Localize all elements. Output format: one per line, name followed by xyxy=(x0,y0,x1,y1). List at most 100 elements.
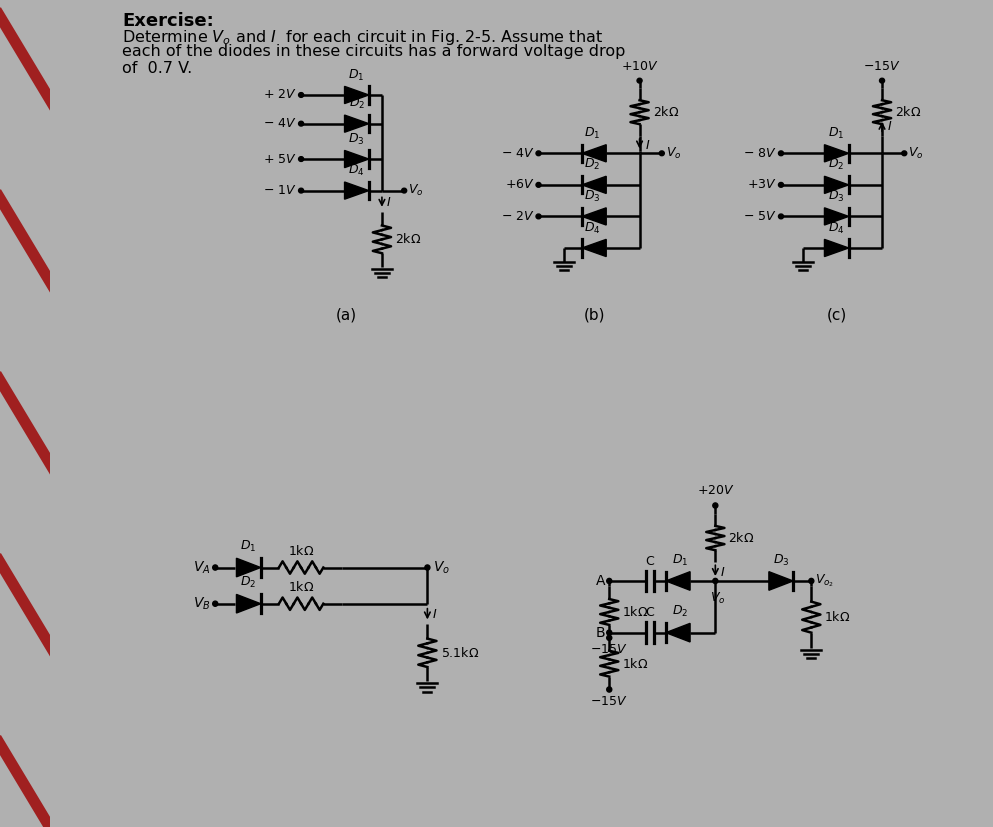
Circle shape xyxy=(299,156,304,161)
Text: 2k$\Omega$: 2k$\Omega$ xyxy=(395,232,421,246)
Text: $D_4$: $D_4$ xyxy=(828,221,845,236)
Text: 1k$\Omega$: 1k$\Omega$ xyxy=(288,544,314,558)
Text: $-$15$V$: $-$15$V$ xyxy=(863,60,901,73)
Text: (c): (c) xyxy=(826,308,847,323)
Circle shape xyxy=(638,79,642,83)
Text: $D_1$: $D_1$ xyxy=(584,126,600,141)
Text: $I$: $I$ xyxy=(386,195,391,208)
Circle shape xyxy=(779,214,783,219)
Polygon shape xyxy=(824,145,849,162)
Circle shape xyxy=(808,578,814,584)
Text: $D_3$: $D_3$ xyxy=(773,552,789,567)
Polygon shape xyxy=(582,145,606,162)
Polygon shape xyxy=(236,595,261,613)
Text: $D_1$: $D_1$ xyxy=(828,126,845,141)
Circle shape xyxy=(880,79,885,83)
Text: 2k$\Omega$: 2k$\Omega$ xyxy=(652,105,679,119)
Polygon shape xyxy=(824,239,849,256)
Text: $-$ 8$V$: $-$ 8$V$ xyxy=(744,147,777,160)
Text: 2k$\Omega$: 2k$\Omega$ xyxy=(729,531,755,545)
Text: Determine $V_o$ and $I$  for each circuit in Fig. 2-5. Assume that: Determine $V_o$ and $I$ for each circuit… xyxy=(122,28,604,47)
Text: Exercise:: Exercise: xyxy=(122,12,214,30)
Circle shape xyxy=(401,189,407,193)
Circle shape xyxy=(213,601,217,606)
Text: $V_o$: $V_o$ xyxy=(408,183,424,198)
Circle shape xyxy=(425,565,430,570)
Polygon shape xyxy=(824,208,849,225)
Text: $-$15$V$: $-$15$V$ xyxy=(591,695,629,708)
Text: C: C xyxy=(645,555,654,567)
Text: $I$: $I$ xyxy=(887,120,893,133)
Text: $I$: $I$ xyxy=(432,608,438,620)
Text: $V_o$: $V_o$ xyxy=(434,559,451,576)
Text: $D_2$: $D_2$ xyxy=(240,575,256,590)
Circle shape xyxy=(299,189,304,193)
Text: $D_1$: $D_1$ xyxy=(349,68,364,83)
Polygon shape xyxy=(345,182,368,199)
Text: $D_2$: $D_2$ xyxy=(349,96,364,111)
Text: of  0.7 V.: of 0.7 V. xyxy=(122,60,193,75)
Circle shape xyxy=(779,151,783,155)
Circle shape xyxy=(713,578,718,584)
Text: $-$15$V$: $-$15$V$ xyxy=(591,643,629,656)
Text: 1k$\Omega$: 1k$\Omega$ xyxy=(623,605,648,619)
Text: $-$ 5$V$: $-$ 5$V$ xyxy=(744,210,777,223)
Text: 1k$\Omega$: 1k$\Omega$ xyxy=(623,657,648,671)
Circle shape xyxy=(713,503,718,508)
Circle shape xyxy=(299,93,304,98)
Text: $V_A$: $V_A$ xyxy=(193,559,211,576)
Text: +10$V$: +10$V$ xyxy=(621,60,658,73)
Text: +20$V$: +20$V$ xyxy=(696,485,734,497)
Circle shape xyxy=(299,122,304,126)
Polygon shape xyxy=(666,624,690,642)
Text: $-$ 2$V$: $-$ 2$V$ xyxy=(500,210,534,223)
Text: $V_B$: $V_B$ xyxy=(193,595,211,612)
Text: $D_4$: $D_4$ xyxy=(584,221,601,236)
Circle shape xyxy=(213,565,217,570)
Text: $D_2$: $D_2$ xyxy=(584,157,600,173)
Polygon shape xyxy=(236,558,261,577)
Polygon shape xyxy=(582,176,606,194)
Text: 1k$\Omega$: 1k$\Omega$ xyxy=(288,581,314,595)
Circle shape xyxy=(659,151,664,155)
Polygon shape xyxy=(666,571,690,590)
Text: $V_o$: $V_o$ xyxy=(666,146,681,161)
Text: C: C xyxy=(645,606,654,619)
Text: $D_2$: $D_2$ xyxy=(828,157,845,173)
Text: (a): (a) xyxy=(336,308,357,323)
Text: $I$: $I$ xyxy=(720,566,726,579)
Text: $V_o$: $V_o$ xyxy=(710,591,725,606)
Circle shape xyxy=(536,151,541,155)
Polygon shape xyxy=(345,86,368,103)
Text: $D_3$: $D_3$ xyxy=(584,189,601,204)
Text: $D_2$: $D_2$ xyxy=(672,604,688,619)
Text: $-$ 1$V$: $-$ 1$V$ xyxy=(263,184,297,197)
Text: +6$V$: +6$V$ xyxy=(504,179,534,191)
Circle shape xyxy=(779,183,783,187)
Polygon shape xyxy=(582,239,606,256)
Text: 2k$\Omega$: 2k$\Omega$ xyxy=(895,105,922,119)
Text: (b): (b) xyxy=(583,308,605,323)
Polygon shape xyxy=(582,208,606,225)
Text: $-$ 4$V$: $-$ 4$V$ xyxy=(263,117,297,130)
Text: 1k$\Omega$: 1k$\Omega$ xyxy=(824,610,851,624)
Circle shape xyxy=(902,151,907,155)
Text: + 2$V$: + 2$V$ xyxy=(263,88,297,102)
Circle shape xyxy=(607,578,612,584)
Text: $D_1$: $D_1$ xyxy=(240,539,257,554)
Text: $D_4$: $D_4$ xyxy=(349,163,365,178)
Circle shape xyxy=(536,214,541,219)
Text: 5.1k$\Omega$: 5.1k$\Omega$ xyxy=(441,646,479,660)
Text: $D_1$: $D_1$ xyxy=(672,552,688,567)
Text: A: A xyxy=(596,574,605,588)
Text: + 5$V$: + 5$V$ xyxy=(263,152,297,165)
Circle shape xyxy=(536,183,541,187)
Text: $D_3$: $D_3$ xyxy=(349,131,364,146)
Circle shape xyxy=(607,635,612,640)
Text: B: B xyxy=(596,626,605,639)
Circle shape xyxy=(607,687,612,692)
Circle shape xyxy=(607,630,612,635)
Text: $V_{o_2}$: $V_{o_2}$ xyxy=(815,572,834,590)
Text: $D_3$: $D_3$ xyxy=(828,189,845,204)
Polygon shape xyxy=(345,115,368,132)
